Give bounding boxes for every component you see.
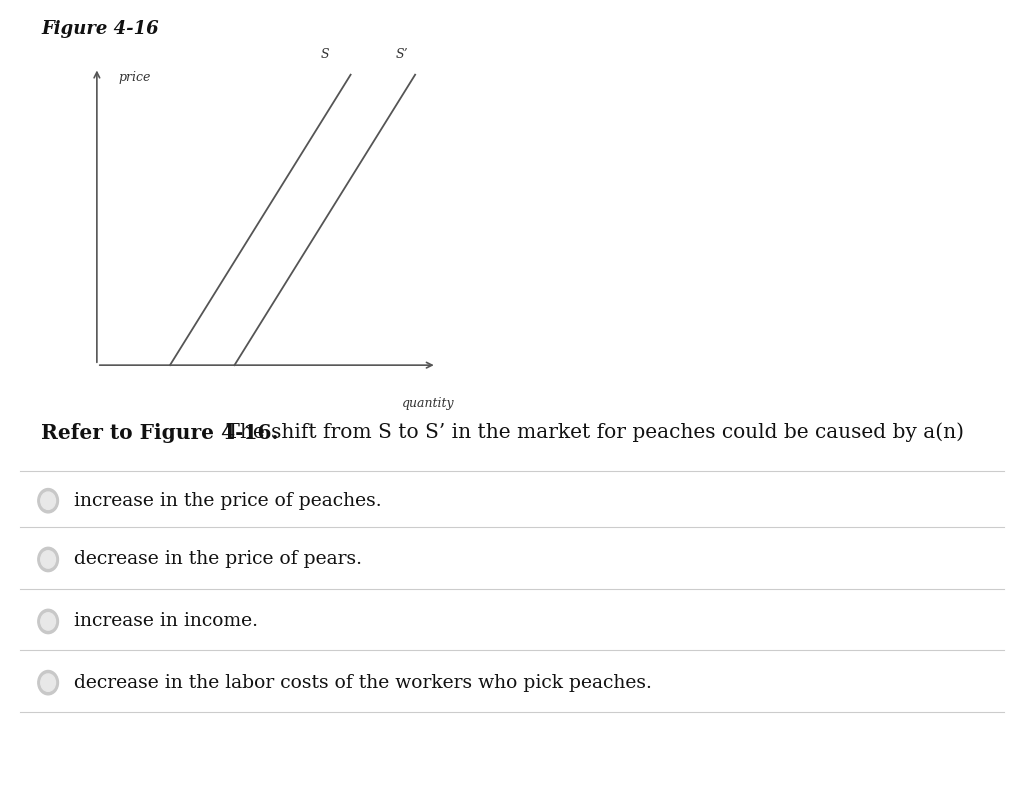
Text: The shift from S to S’ in the market for peaches could be caused by a(n): The shift from S to S’ in the market for…: [220, 423, 965, 442]
Circle shape: [38, 609, 58, 634]
Text: Figure 4-16: Figure 4-16: [41, 20, 159, 38]
Text: increase in the price of peaches.: increase in the price of peaches.: [74, 492, 381, 510]
Circle shape: [38, 547, 58, 572]
Circle shape: [38, 489, 58, 513]
Text: decrease in the price of pears.: decrease in the price of pears.: [74, 551, 361, 568]
Text: quantity: quantity: [401, 397, 455, 410]
Text: Refer to Figure 4-16.: Refer to Figure 4-16.: [41, 423, 279, 443]
Circle shape: [41, 492, 55, 510]
Circle shape: [41, 551, 55, 568]
Text: increase in income.: increase in income.: [74, 613, 258, 630]
Text: S’: S’: [396, 47, 409, 60]
Text: S: S: [321, 47, 329, 60]
Circle shape: [38, 671, 58, 695]
Circle shape: [41, 674, 55, 691]
Text: decrease in the labor costs of the workers who pick peaches.: decrease in the labor costs of the worke…: [74, 674, 651, 691]
Text: price: price: [119, 71, 151, 85]
Circle shape: [41, 613, 55, 630]
